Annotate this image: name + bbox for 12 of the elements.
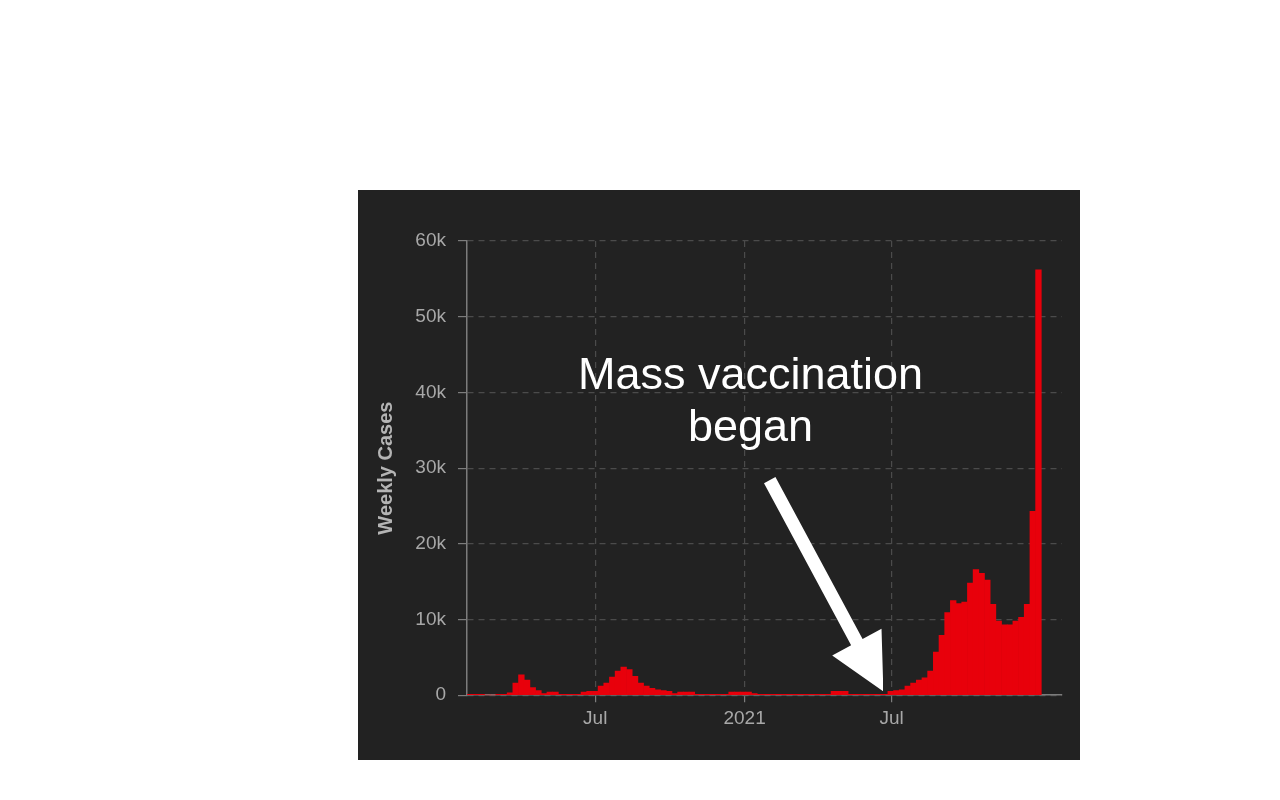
- x-tick-label: Jul: [879, 706, 904, 728]
- x-tick-label: Jul: [583, 706, 608, 728]
- y-tick-label: 50k: [415, 304, 447, 326]
- annotation: Mass vaccination began: [577, 348, 924, 452]
- y-tick-label: 30k: [415, 456, 447, 478]
- y-tick-label: 20k: [415, 532, 447, 554]
- y-tick-label: 60k: [415, 229, 447, 251]
- y-tick-label: 10k: [415, 607, 447, 629]
- y-tick-label: 40k: [415, 380, 447, 402]
- y-tick-label: 0: [435, 683, 446, 705]
- y-axis-title: Weekly Cases: [373, 401, 396, 535]
- x-tick-label: 2021: [723, 706, 766, 728]
